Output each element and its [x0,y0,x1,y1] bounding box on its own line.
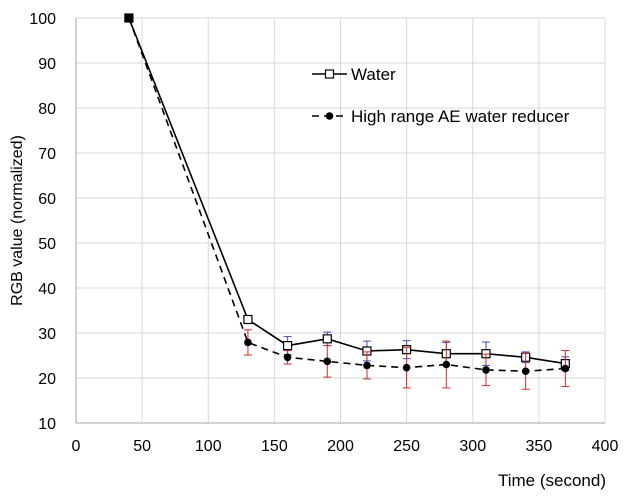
series-water [124,13,570,371]
x-tick-label: 400 [592,438,619,455]
series-line [128,17,566,373]
data-point [561,364,570,373]
data-point [244,338,252,347]
y-tick-label: 80 [38,101,56,118]
x-tick-label: 100 [195,438,222,455]
y-axis-title: RGB value (normalized) [9,135,26,306]
legend-marker [325,112,334,120]
legend-label: Water [351,65,396,84]
data-point [323,357,332,366]
data-point [442,360,451,369]
x-tick-label: 200 [327,438,354,455]
y-tick-label: 100 [29,11,56,28]
y-tick-label: 40 [38,281,56,298]
legend-label: High range AE water reducer [351,107,570,126]
data-point [283,341,293,351]
x-tick-label: 250 [393,438,420,455]
series-line [128,17,566,365]
data-point [125,14,133,22]
data-point [243,314,253,325]
plot-area [124,13,570,390]
data-point [482,366,490,374]
series-reducer [125,14,570,390]
data-point [283,353,292,362]
data-point [322,334,332,344]
data-point [363,361,371,370]
legend: Water High range AE water reducer [312,65,570,126]
x-tick-label: 150 [261,438,288,455]
x-tick-label: 300 [459,438,486,455]
legend-item-water: Water [312,65,396,84]
y-tick-label: 60 [38,191,56,208]
y-tick-label: 20 [38,371,56,388]
data-point [521,367,530,376]
y-tick-label: 70 [38,146,56,163]
y-tick-label: 50 [38,236,56,253]
data-point [402,363,411,372]
y-tick-label: 90 [38,56,56,73]
x-axis-title: Time (second) [498,471,606,490]
y-tick-label: 30 [38,326,56,343]
x-tick-label: 350 [526,438,553,455]
x-tick-label: 0 [72,438,81,455]
x-tick-label: 50 [133,438,151,455]
legend-item-reducer: High range AE water reducer [312,107,570,126]
axes: 10 20 30 40 50 60 70 80 90 100 0 50 100 150 200 250 300 3… [29,11,618,455]
legend-marker [324,69,335,79]
y-tick-label: 10 [38,416,56,433]
